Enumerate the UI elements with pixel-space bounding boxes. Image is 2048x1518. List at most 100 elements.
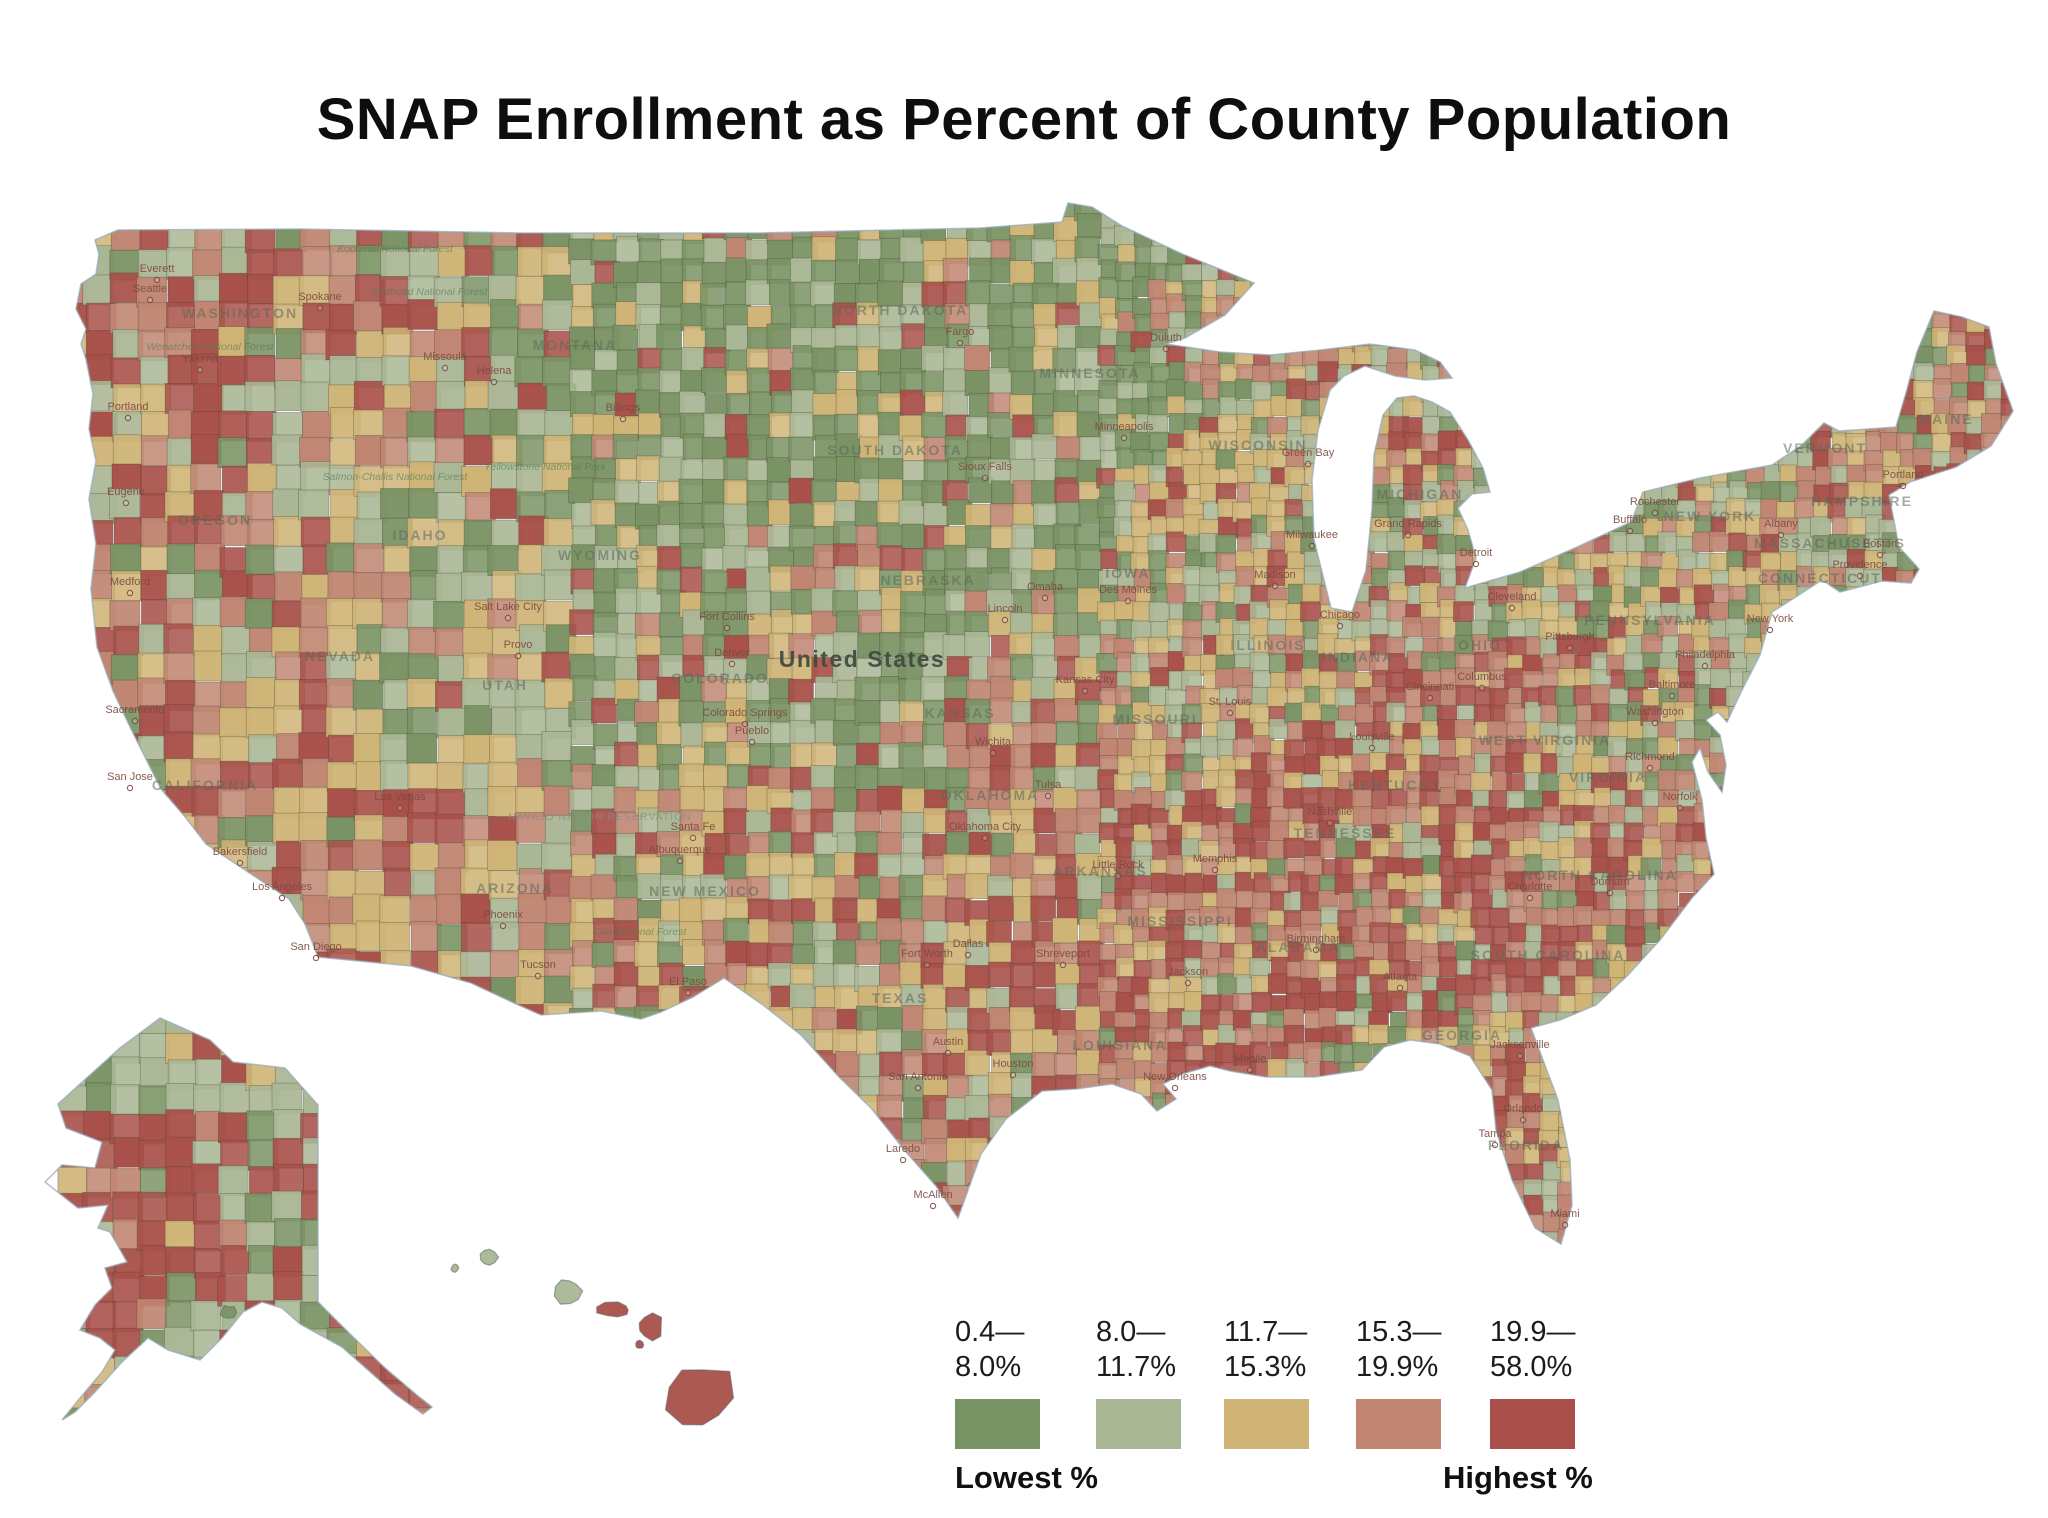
- city-label: Laredo: [886, 1143, 920, 1155]
- city-label: Oklahoma City: [949, 821, 1022, 833]
- city-label: Medford: [110, 576, 150, 588]
- state-label: NEVADA: [305, 648, 375, 664]
- city-dot: [124, 414, 132, 422]
- city-label: Boston: [1863, 538, 1897, 550]
- city-label: Nashville: [1308, 806, 1353, 818]
- state-label: CONNECTICUT: [1758, 570, 1882, 586]
- city-dot: [1526, 894, 1534, 902]
- city-dot: [923, 961, 931, 969]
- country-label: United States: [779, 646, 945, 672]
- city-label: Baltimore: [1649, 679, 1695, 691]
- city-dot: [619, 415, 627, 423]
- city-dot: [981, 474, 989, 482]
- city-dot: [1777, 531, 1785, 539]
- state-label: COLORADO: [671, 670, 769, 686]
- city-label: Milwaukee: [1286, 529, 1338, 541]
- state-label: FLORIDA: [1488, 1137, 1564, 1153]
- city-dot: [1668, 692, 1676, 700]
- city-dot: [1646, 764, 1654, 772]
- state-label: OKLAHOMA: [941, 787, 1039, 803]
- city-label: Colorado Springs: [703, 707, 788, 719]
- res-label: NAVAJO NATION RESERVATION: [508, 811, 692, 823]
- state-label: WYOMING: [558, 547, 642, 563]
- city-dot: [1171, 1084, 1179, 1092]
- city-dot: [312, 954, 320, 962]
- city-label: Pueblo: [735, 725, 769, 737]
- state-label: MISSISSIPPI: [1127, 913, 1232, 929]
- city-dot: [534, 972, 542, 980]
- city-label: San Jose: [107, 771, 153, 783]
- state-label: KENTUCKY: [1348, 777, 1442, 793]
- forest-label: Yellowstone National Park: [484, 461, 607, 473]
- forest-label: Kootenai National Forest: [337, 243, 454, 255]
- city-dot: [1561, 1221, 1569, 1229]
- city-label: Las Vegas: [374, 791, 426, 803]
- state-label: NORTH CAROLINA: [1522, 867, 1678, 883]
- city-label: Fort Worth: [901, 948, 953, 960]
- city-label: Rochester: [1630, 496, 1680, 508]
- city-dot: [1184, 979, 1192, 987]
- map-labels: United States WASHINGTON OREGON IDAHO MONTAN…: [105, 243, 1972, 1229]
- state-label: MISSOURI: [1112, 711, 1197, 727]
- city-dot: [1304, 460, 1312, 468]
- city-label: Albuquerque: [649, 844, 711, 856]
- state-label: TEXAS: [872, 990, 929, 1006]
- city-dot: [1478, 684, 1486, 692]
- city-label: McAllen: [913, 1189, 952, 1201]
- city-dot: [1312, 946, 1320, 954]
- city-label: Mobile: [1234, 1053, 1266, 1065]
- state-label: NEW YORK: [1664, 508, 1757, 524]
- city-label: Los Angeles: [252, 881, 312, 893]
- city-dot: [278, 894, 286, 902]
- state-label: SOUTH DAKOTA: [827, 442, 963, 458]
- city-label: Phoenix: [483, 909, 523, 921]
- city-label: El Paso: [669, 976, 707, 988]
- state-label: LOUISIANA: [1073, 1037, 1168, 1053]
- city-label: Everett: [140, 263, 175, 275]
- city-label: Kansas City: [1056, 674, 1115, 686]
- city-label: Madison: [1254, 569, 1296, 581]
- state-label: ARIZONA: [476, 880, 554, 896]
- state-label: TENNESSEE: [1294, 825, 1397, 841]
- city-label: Denver: [714, 647, 750, 659]
- state-label: VERMONT: [1783, 440, 1867, 456]
- state-label: WISCONSIN: [1209, 437, 1308, 453]
- city-dot: [1226, 709, 1234, 717]
- city-dot: [956, 339, 964, 347]
- state-label: KANSAS: [924, 705, 995, 721]
- city-label: Louisville: [1349, 731, 1394, 743]
- city-dot: [944, 1049, 952, 1057]
- city-dot: [989, 749, 997, 757]
- forest-label: Flathead National Forest: [373, 286, 489, 298]
- city-label: Birmingham: [1287, 933, 1346, 945]
- state-label: ALABAMA: [1256, 939, 1341, 955]
- city-dot: [899, 1156, 907, 1164]
- city-dot: [504, 614, 512, 622]
- city-dot: [1120, 434, 1128, 442]
- city-dot: [1491, 1141, 1499, 1149]
- state-label: MINNESOTA: [1040, 365, 1141, 381]
- city-label: Minneapolis: [1095, 421, 1154, 433]
- city-dot: [153, 276, 161, 284]
- city-label: Duluth: [1150, 332, 1182, 344]
- city-label: Yakima: [182, 353, 219, 365]
- city-label: Lincoln: [988, 603, 1023, 615]
- city-dot: [741, 720, 749, 728]
- city-dot: [1246, 1066, 1254, 1074]
- city-label: San Antonio: [888, 1071, 947, 1083]
- city-dot: [748, 738, 756, 746]
- city-dot: [728, 660, 736, 668]
- city-dot: [1326, 819, 1334, 827]
- city-label: Jackson: [1168, 966, 1208, 978]
- state-label: ARKANSAS: [1052, 863, 1147, 879]
- city-label: Cincinnati: [1406, 681, 1454, 693]
- city-label: Tampa: [1478, 1128, 1512, 1140]
- city-label: Bakersfield: [213, 846, 267, 858]
- city-label: Charlotte: [1508, 881, 1553, 893]
- city-label: Richmond: [1625, 751, 1675, 763]
- city-label: Columbus: [1457, 671, 1507, 683]
- city-label: Grand Rapids: [1374, 518, 1442, 530]
- city-dot: [1766, 626, 1774, 634]
- city-dot: [1626, 527, 1634, 535]
- city-dot: [1059, 961, 1067, 969]
